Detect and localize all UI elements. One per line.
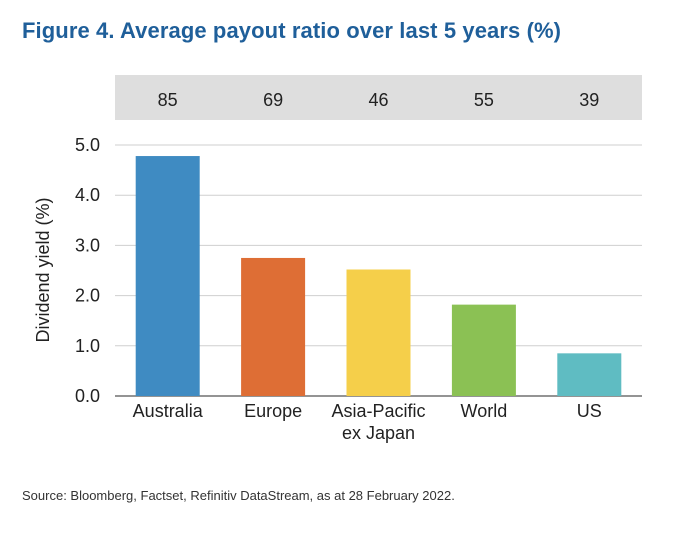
bar bbox=[346, 269, 411, 396]
payout-ratio-label: 46 bbox=[368, 90, 388, 110]
bar bbox=[241, 257, 306, 396]
payout-ratio-label: 69 bbox=[263, 90, 283, 110]
payout-ratio-label: 55 bbox=[474, 90, 494, 110]
y-tick-label: 1.0 bbox=[75, 336, 100, 356]
y-tick-label: 3.0 bbox=[75, 235, 100, 255]
x-tick-label: World bbox=[461, 401, 508, 421]
payout-ratio-band bbox=[115, 75, 642, 120]
bar bbox=[557, 353, 622, 396]
y-tick-label: 5.0 bbox=[75, 135, 100, 155]
x-tick-label: Asia-Pacific bbox=[331, 401, 425, 421]
x-tick-label: ex Japan bbox=[342, 423, 415, 443]
bar bbox=[451, 304, 516, 396]
payout-ratio-label: 39 bbox=[579, 90, 599, 110]
x-tick-label: Australia bbox=[133, 401, 204, 421]
figure-title: Figure 4. Average payout ratio over last… bbox=[22, 18, 562, 43]
payout-ratio-label: 85 bbox=[158, 90, 178, 110]
y-tick-label: 2.0 bbox=[75, 286, 100, 306]
y-tick-label: 4.0 bbox=[75, 185, 100, 205]
y-axis-label: Dividend yield (%) bbox=[33, 197, 53, 342]
source-note: Source: Bloomberg, Factset, Refinitiv Da… bbox=[22, 488, 455, 503]
y-tick-label: 0.0 bbox=[75, 386, 100, 406]
x-tick-label: Europe bbox=[244, 401, 302, 421]
bar bbox=[135, 156, 200, 396]
x-tick-label: US bbox=[577, 401, 602, 421]
bar-chart: 85 69 46 55 39 0.0 1.0 2.0 3.0 4.0 5.0 Australia E… bbox=[33, 75, 642, 443]
